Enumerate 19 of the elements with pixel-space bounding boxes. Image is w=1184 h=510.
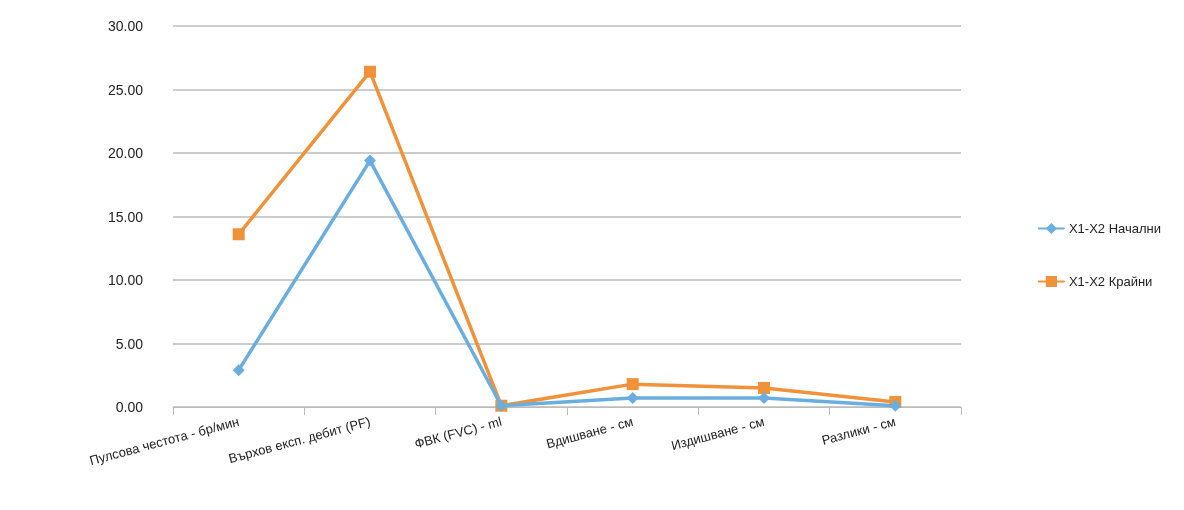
x-tick-label: Разлики - см [820,413,898,448]
y-tick-label: 10.00 [107,272,144,288]
point [232,228,245,241]
point [364,154,376,167]
point [232,364,245,377]
y-tick-label: 15.00 [107,208,144,225]
point [758,381,770,394]
point [626,378,639,391]
point [364,65,376,78]
y-tick-label: 30.00 [107,18,144,34]
y-tick-label: 5.00 [115,335,144,352]
y-tick-label: 25.00 [107,81,144,98]
point [889,399,902,412]
y-tick-label: 20.00 [107,145,144,161]
x-tick-label: ФВК (FVC) - ml [412,413,504,452]
legend-label: X1-X2 Начални [1068,221,1161,236]
legend-label: X1-X2 Крайни [1068,274,1153,289]
point [758,392,770,405]
y-tick-label: 0.00 [115,399,144,415]
